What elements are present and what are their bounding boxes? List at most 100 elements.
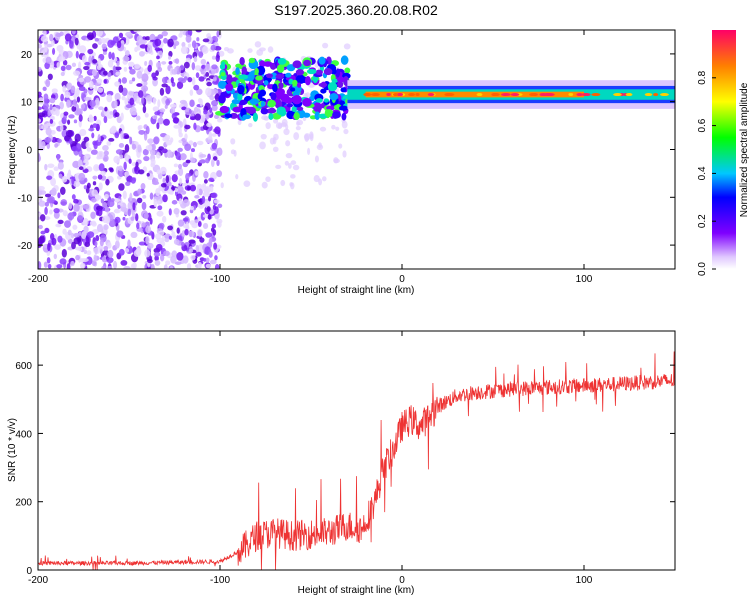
noise-blob [157, 99, 161, 108]
noise-blob [78, 166, 84, 171]
noise-blob [196, 37, 200, 42]
signal-blob [229, 112, 238, 119]
noise-blob [38, 224, 43, 230]
noise-blob [188, 248, 194, 253]
spectrogram-image [38, 30, 675, 269]
noise-blob [217, 221, 222, 228]
signal-core-blob [392, 93, 398, 97]
noise-blob [247, 48, 253, 53]
noise-blob [211, 104, 218, 112]
noise-blob [216, 159, 220, 167]
noise-blob [174, 58, 180, 65]
noise-blob [206, 139, 213, 144]
noise-blob [124, 144, 130, 153]
signal-blob [232, 106, 243, 113]
noise-blob [44, 206, 48, 215]
noise-blob [160, 183, 167, 188]
noise-blob [71, 176, 75, 185]
noise-blob [143, 81, 148, 86]
noise-blob [62, 59, 68, 66]
noise-blob [47, 163, 55, 168]
noise-blob [180, 79, 187, 84]
noise-blob [51, 88, 58, 94]
noise-blob [93, 115, 97, 121]
noise-blob [130, 177, 136, 184]
noise-blob [44, 137, 52, 143]
noise-blob [153, 252, 161, 257]
noise-blob [81, 104, 85, 111]
noise-blob [83, 96, 91, 101]
noise-blob [338, 143, 343, 149]
noise-blob [115, 149, 124, 155]
noise-blob [176, 185, 184, 193]
snr-series-line [38, 351, 675, 570]
noise-blob [205, 263, 212, 269]
noise-blob [136, 70, 143, 79]
colorbar-tick-label: 0.6 [697, 118, 708, 132]
noise-blob [92, 43, 98, 49]
noise-blob [113, 155, 121, 164]
noise-blob [113, 198, 121, 203]
noise-blob [169, 266, 174, 269]
noise-blob [163, 250, 170, 257]
noise-blob [86, 250, 92, 256]
noise-blob [125, 104, 133, 109]
noise-blob [130, 263, 136, 269]
noise-blob [97, 134, 101, 143]
snr-x-tick-label: -200 [28, 575, 48, 586]
noise-blob [78, 172, 86, 181]
signal-blob [292, 79, 298, 87]
noise-blob [38, 200, 46, 207]
noise-blob [184, 124, 191, 130]
signal-blob [218, 94, 226, 104]
noise-blob [160, 166, 167, 175]
noise-blob [189, 99, 195, 108]
noise-blob [196, 187, 200, 196]
signal-blob [224, 113, 233, 119]
noise-blob [72, 98, 77, 108]
noise-blob [183, 76, 188, 81]
colorbar-tick-label: 0.0 [697, 262, 708, 276]
signal-blob [219, 105, 230, 114]
noise-blob [60, 65, 66, 72]
noise-blob [202, 214, 210, 218]
noise-blob [58, 56, 66, 62]
noise-blob [182, 255, 189, 264]
noise-blob [94, 241, 98, 247]
signal-blob [246, 106, 257, 115]
noise-blob [102, 70, 108, 76]
noise-blob [168, 208, 172, 216]
signal-blob [231, 98, 240, 105]
noise-blob [193, 122, 197, 131]
snr-y-label: SNR (10 * v/v) [7, 418, 18, 482]
noise-blob [135, 213, 139, 222]
noise-blob [263, 116, 270, 121]
noise-blob [76, 96, 81, 103]
signal-blob [323, 98, 330, 103]
noise-blob [196, 140, 204, 146]
noise-blob [211, 64, 218, 70]
noise-blob [105, 216, 111, 224]
noise-blob [96, 223, 103, 233]
noise-blob [47, 73, 53, 81]
noise-blob [63, 111, 69, 116]
noise-blob [142, 105, 147, 114]
noise-blob [108, 137, 115, 142]
noise-blob [109, 168, 114, 173]
noise-blob [243, 180, 251, 187]
spec-y-tick-label: -10 [18, 193, 33, 204]
noise-blob [159, 112, 163, 118]
noise-blob [142, 87, 147, 96]
noise-blob [102, 145, 109, 151]
noise-blob [95, 97, 100, 106]
noise-blob [305, 92, 311, 99]
noise-blob [91, 132, 95, 139]
noise-blob [261, 181, 268, 189]
noise-blob [127, 208, 132, 217]
signal-blob [318, 82, 328, 87]
noise-blob [114, 208, 119, 214]
noise-blob [216, 170, 223, 178]
noise-blob [195, 244, 200, 253]
noise-blob [205, 72, 210, 77]
